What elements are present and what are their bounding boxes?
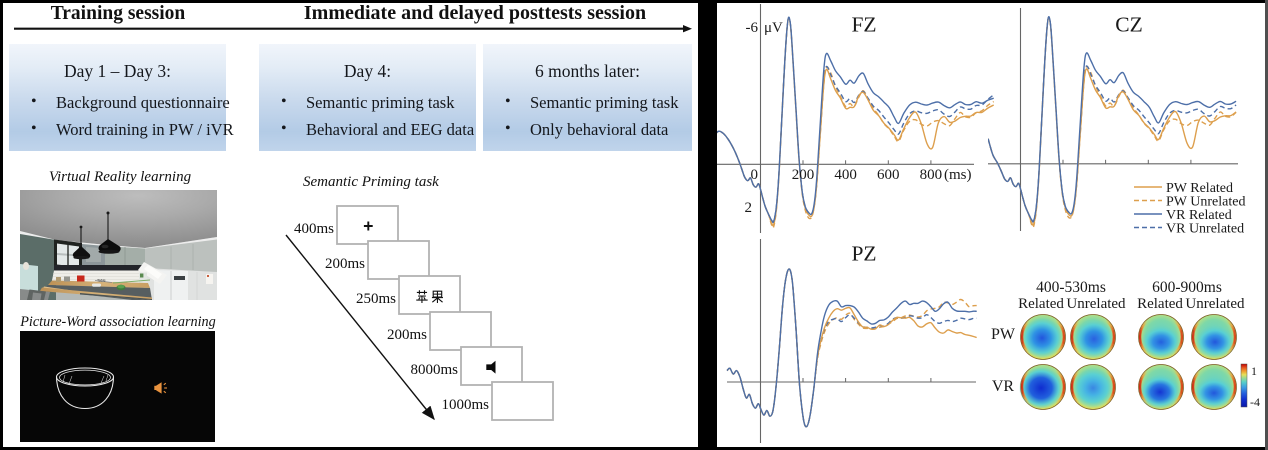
svg-text:200ms: 200ms [387,327,427,343]
svg-text:200ms: 200ms [325,256,365,272]
svg-text:Unrelated: Unrelated [1185,296,1245,312]
svg-text:Table: Table [97,279,106,283]
svg-text:1: 1 [1251,364,1257,378]
svg-text:0: 0 [751,167,759,183]
svg-text:PW Related: PW Related [1166,181,1233,196]
svg-text:Unrelated: Unrelated [1066,296,1126,312]
svg-text:600: 600 [877,167,900,183]
svg-text:8000ms: 8000ms [410,362,458,378]
svg-text:600-900ms: 600-900ms [1152,279,1222,296]
svg-text:200: 200 [792,167,815,183]
svg-text:CZ: CZ [1115,13,1142,37]
svg-text:PW Unrelated: PW Unrelated [1166,195,1245,210]
svg-text:PZ: PZ [851,242,876,266]
svg-text:2: 2 [745,200,753,216]
svg-text:VR Related: VR Related [1166,208,1232,223]
svg-text:(ms): (ms) [944,167,972,183]
svg-text:-6: -6 [746,20,759,36]
svg-text:800: 800 [920,167,943,183]
svg-text:VR: VR [992,378,1015,395]
svg-text:400: 400 [834,167,857,183]
svg-text:Related: Related [1137,296,1183,312]
svg-text:1000ms: 1000ms [441,397,489,413]
svg-text:400ms: 400ms [294,221,334,237]
svg-text:VR Unrelated: VR Unrelated [1166,222,1244,237]
svg-text:250ms: 250ms [356,291,396,307]
svg-text:FZ: FZ [851,13,876,37]
svg-text:μV: μV [764,20,783,36]
svg-text:400-530ms: 400-530ms [1036,279,1106,296]
svg-text:-4: -4 [1250,395,1260,409]
svg-text:Related: Related [1018,296,1064,312]
svg-text:PW: PW [991,326,1016,343]
